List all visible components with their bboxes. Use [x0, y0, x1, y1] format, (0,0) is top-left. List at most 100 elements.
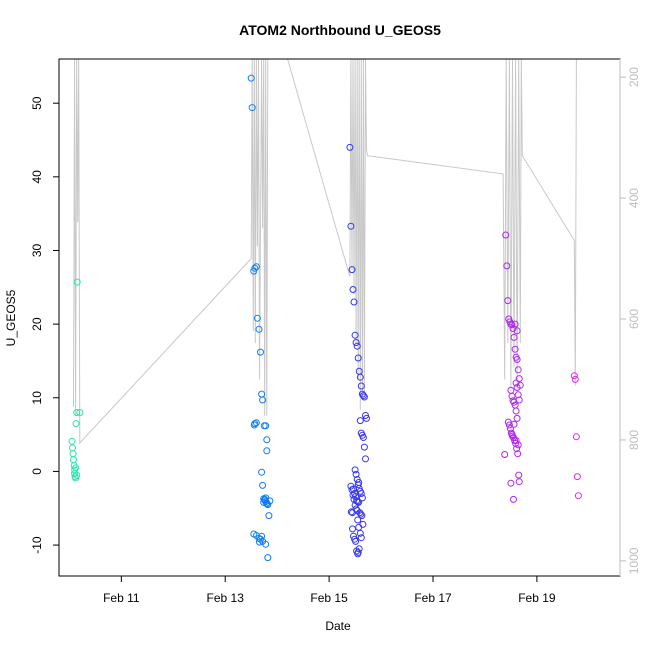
data-point — [73, 409, 81, 416]
data-point — [572, 433, 580, 441]
data-point — [73, 471, 81, 479]
data-point — [76, 409, 84, 416]
data-point — [362, 412, 369, 419]
pressure-line — [73, 59, 577, 445]
y-tick-label: -10 — [30, 536, 44, 554]
data-point — [359, 392, 367, 400]
x-tick-label: Feb 13 — [207, 591, 245, 605]
data-point — [512, 437, 520, 444]
data-point — [507, 479, 515, 487]
data-point — [70, 456, 77, 464]
data-point — [352, 339, 360, 346]
data-point — [515, 396, 523, 404]
y-tick-label: 50 — [30, 96, 44, 110]
data-point — [502, 231, 510, 239]
data-point — [357, 490, 365, 497]
data-point — [252, 263, 260, 271]
data-point — [360, 393, 368, 401]
data-point — [257, 535, 264, 543]
data-point — [352, 493, 360, 500]
data-point — [352, 537, 360, 545]
data-point — [351, 466, 359, 474]
data-point — [513, 327, 521, 335]
data-point — [356, 373, 364, 381]
data-point — [354, 548, 362, 556]
data-point — [258, 390, 266, 398]
data-point — [263, 436, 271, 444]
data-point — [356, 417, 364, 425]
y-tick-label: 30 — [30, 243, 44, 257]
y2-tick-label: 800 — [627, 430, 641, 450]
data-point — [514, 441, 522, 449]
data-point — [251, 264, 259, 272]
data-point — [509, 325, 517, 332]
data-point — [259, 396, 267, 404]
data-point — [501, 451, 509, 458]
y-tick-label: 0 — [30, 468, 44, 475]
chart-title: ATOM2 Northbound U_GEOS5 — [239, 22, 441, 38]
data-point — [514, 366, 522, 374]
data-point — [263, 447, 271, 455]
data-point — [355, 479, 363, 486]
y-axis-label: U_GEOS5 — [4, 289, 18, 346]
data-point — [350, 298, 358, 306]
x-tick-label: Feb 17 — [414, 591, 452, 605]
data-point — [355, 367, 363, 375]
data-point — [248, 104, 256, 112]
data-point — [259, 481, 267, 489]
data-point — [262, 422, 270, 430]
data-point — [255, 325, 263, 333]
data-point — [515, 478, 523, 486]
data-point — [69, 444, 76, 452]
data-point — [508, 392, 516, 400]
y2-tick-label: 1000 — [627, 547, 641, 574]
data-point — [262, 540, 270, 548]
data-point — [252, 419, 260, 427]
data-point — [508, 431, 516, 439]
data-point — [349, 286, 357, 293]
data-point — [351, 490, 359, 497]
data-point — [514, 391, 522, 399]
data-point — [360, 443, 368, 451]
y-tick-label: 10 — [30, 391, 44, 405]
data-points — [68, 74, 582, 562]
data-point — [511, 345, 519, 353]
data-point — [354, 354, 362, 362]
x-axis: Feb 11 Feb 13 Feb 15 Feb 17 Feb 19 — [103, 576, 556, 605]
data-point — [357, 534, 365, 542]
data-point — [358, 512, 366, 520]
data-point — [257, 348, 264, 356]
data-point — [513, 384, 521, 391]
plot-frame — [58, 58, 621, 577]
y-tick-label: 40 — [30, 170, 44, 184]
data-point — [359, 434, 367, 441]
x-axis-label: Date — [325, 619, 351, 633]
data-point — [72, 420, 80, 428]
data-point — [258, 468, 266, 476]
data-point — [359, 520, 367, 528]
data-point — [73, 278, 81, 286]
data-point — [264, 554, 272, 562]
data-point — [508, 321, 516, 329]
data-point — [515, 471, 523, 479]
y-axis: -10 0 10 20 30 40 50 — [30, 96, 59, 554]
data-point — [68, 437, 76, 445]
data-point — [513, 414, 521, 422]
data-point — [512, 379, 520, 387]
data-point — [347, 508, 355, 516]
data-point — [362, 455, 369, 463]
data-point — [505, 421, 513, 429]
x-tick-label: Feb 19 — [518, 591, 556, 605]
data-point — [256, 538, 263, 546]
data-point — [573, 473, 581, 481]
data-point — [353, 342, 361, 350]
data-point — [571, 375, 579, 383]
data-point — [511, 320, 519, 328]
data-point — [358, 494, 366, 502]
data-point — [261, 495, 269, 503]
data-point — [574, 492, 582, 500]
data-point — [69, 450, 77, 458]
data-point — [357, 510, 365, 518]
data-point — [349, 525, 356, 533]
